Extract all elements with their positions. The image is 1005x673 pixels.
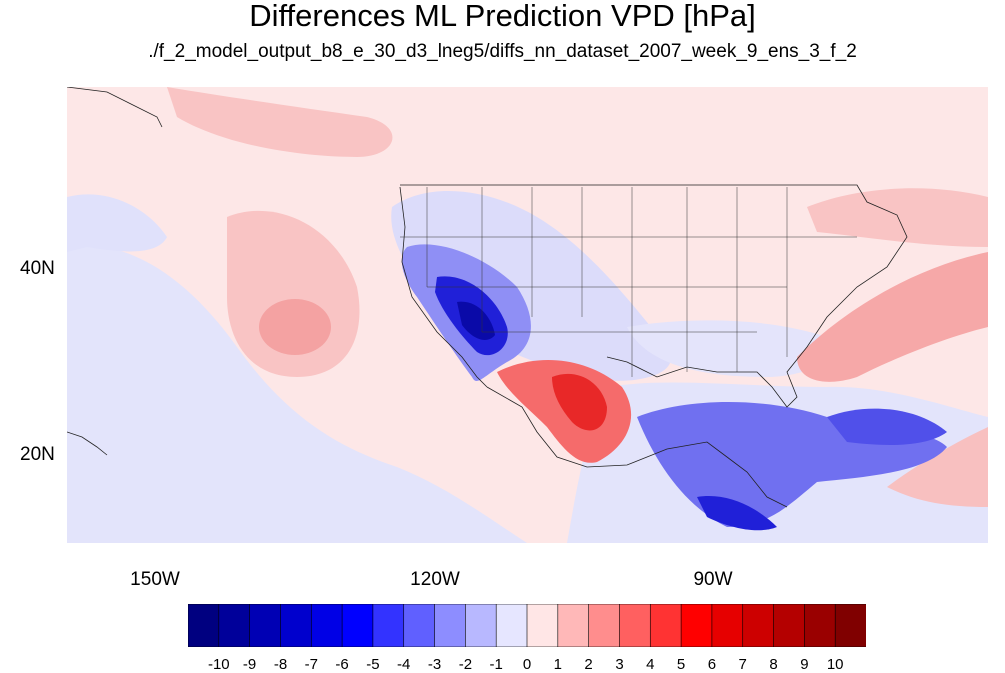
colorbar-swatch [526, 603, 559, 648]
colorbar-swatch [403, 603, 436, 648]
colorbar [187, 603, 867, 648]
colorbar-swatch [834, 603, 867, 648]
colorbar-tick-label: 4 [646, 656, 655, 673]
colorbar-tick-label: -1 [489, 656, 503, 673]
chart-subtitle: ./f_2_model_output_b8_e_30_d3_lneg5/diff… [148, 41, 857, 62]
west-us-light-blue-region [391, 190, 671, 381]
colorbar-swatch [280, 603, 312, 648]
colorbar-tick-label: 9 [800, 656, 809, 673]
mexico-dark-red-core [552, 373, 607, 431]
y-tick-label-20n: 20N [20, 444, 55, 465]
colorbar-tick-label: -3 [427, 656, 442, 673]
colorbar-swatch [310, 603, 343, 648]
x-tick-label-90w: 90W [693, 569, 733, 590]
colorbar-tick-label: 6 [707, 656, 717, 673]
chart-title: Differences ML Prediction VPD [hPa] [249, 0, 756, 33]
colorbar-swatch [434, 603, 466, 648]
colorbar-swatch [680, 603, 713, 648]
cuba-blue-region [827, 408, 947, 445]
colorbar-swatch [773, 603, 805, 648]
y-tick-label-40n: 40N [20, 258, 55, 279]
vpd-difference-map [67, 87, 988, 543]
pacific-light-blue-region [67, 245, 527, 543]
atlantic-pink-region [797, 252, 988, 382]
colorbar-tick-label: -9 [242, 656, 257, 673]
colorbar-tick-label: -7 [304, 656, 318, 673]
east-canada-pink-patch [807, 188, 988, 247]
colorbar-swatch [465, 603, 497, 648]
colorbar-tick-label: 10 [826, 656, 844, 673]
colorbar-tick-label: 2 [584, 656, 593, 673]
north-pink-patch [167, 87, 393, 157]
colorbar-tick-label: 1 [553, 656, 562, 673]
colorbar-swatch [619, 603, 651, 648]
colorbar-swatch [742, 603, 775, 648]
colorbar-swatch [218, 603, 251, 648]
central-america-dark-blue-band [697, 496, 777, 531]
colorbar-tick-label: -10 [207, 656, 230, 673]
colorbar-swatch [588, 603, 621, 648]
pacific-pink-core [259, 299, 331, 355]
southwest-deepest-core [457, 301, 495, 340]
colorbar-swatch [341, 603, 374, 648]
colorbar-swatch [804, 603, 836, 648]
state-borders [400, 187, 857, 377]
colorbar-tick-label: 0 [522, 656, 532, 673]
colorbar-tick-label: -5 [366, 656, 380, 673]
colorbar-tick-label: 3 [615, 656, 624, 673]
colorbar-swatch [711, 603, 744, 648]
colorbar-tick-label: 8 [769, 656, 778, 673]
colorbar-swatch [495, 603, 528, 648]
colorbar-tick-label: -6 [335, 656, 349, 673]
colorbar-swatch [249, 603, 282, 648]
north-pacific-blue-patch [67, 194, 167, 252]
x-tick-label-120w: 120W [410, 569, 460, 590]
colorbar-tick-label: 7 [738, 656, 747, 673]
colorbar-tick-label: 5 [676, 656, 686, 673]
southeast-us-light-blue-region [627, 320, 833, 377]
colorbar-swatch [187, 603, 220, 648]
colorbar-tick-label: -4 [397, 656, 411, 673]
caribbean-pink-region [887, 427, 988, 507]
colorbar-swatch [557, 603, 590, 648]
colorbar-swatch [372, 603, 405, 648]
colorbar-tick-label: -8 [273, 656, 288, 673]
colorbar-tick-label: -2 [458, 656, 473, 673]
x-tick-label-150w: 150W [130, 569, 180, 590]
colorbar-swatch [649, 603, 682, 648]
